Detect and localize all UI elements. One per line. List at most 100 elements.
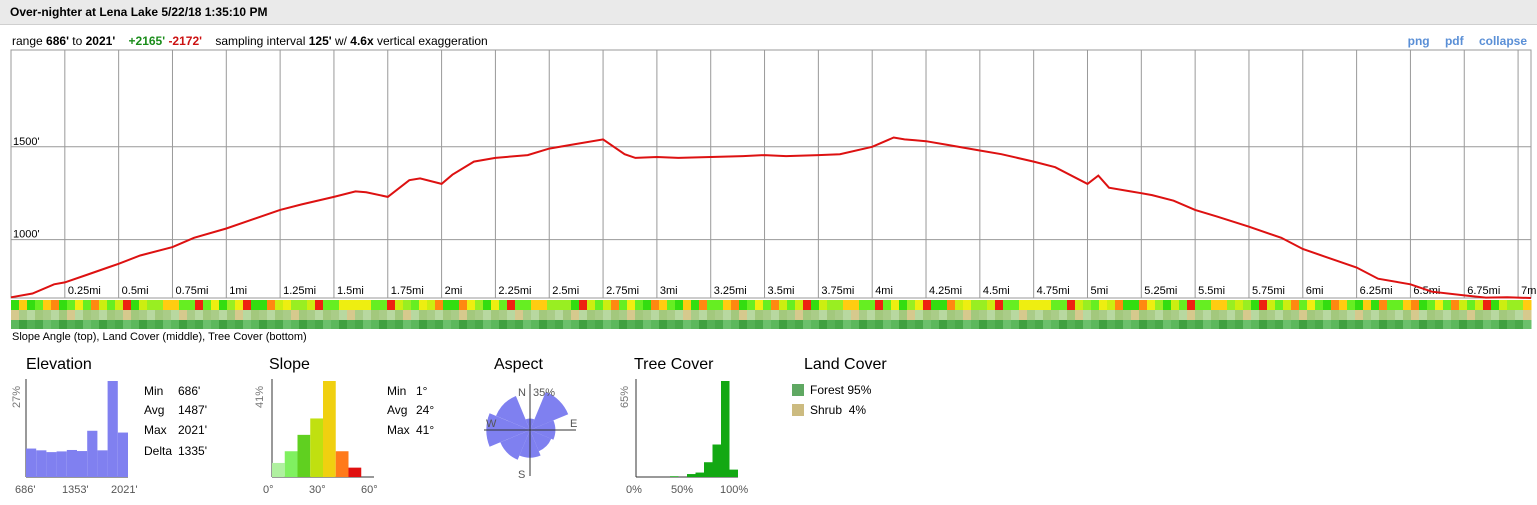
tree-cover-strip-cell bbox=[571, 320, 580, 329]
slope-strip-cell bbox=[595, 300, 604, 310]
x-tick-label: 1.75mi bbox=[391, 285, 424, 297]
land-cover-strip-cell bbox=[267, 310, 276, 320]
land-cover-strip-cell bbox=[931, 310, 940, 320]
land-cover-strip-cell bbox=[923, 310, 932, 320]
slope-strip-cell bbox=[723, 300, 732, 310]
x-tick-label: 0.5mi bbox=[122, 285, 149, 297]
land-cover-strip-cell bbox=[1451, 310, 1460, 320]
slope-strip-cell bbox=[347, 300, 356, 310]
land-cover-strip-cell bbox=[515, 310, 524, 320]
slope-strip-cell bbox=[179, 300, 188, 310]
tree-cover-strip-cell bbox=[243, 320, 252, 329]
land-cover-strip-cell bbox=[403, 310, 412, 320]
aspect-rose-chart: N E S W 35% bbox=[484, 384, 577, 481]
land-cover-strip-cell bbox=[507, 310, 516, 320]
slope-strip-cell bbox=[147, 300, 156, 310]
land-cover-strip-cell bbox=[1347, 310, 1356, 320]
slope-strip-cell bbox=[99, 300, 108, 310]
land-cover-strip-cell bbox=[883, 310, 892, 320]
land-cover-strip-cell bbox=[331, 310, 340, 320]
tree-cover-strip-cell bbox=[43, 320, 52, 329]
tree-cover-strip-cell bbox=[435, 320, 444, 329]
slope-strip-cell bbox=[1507, 300, 1516, 310]
slope-strip-cell bbox=[1107, 300, 1116, 310]
tree-cover-strip-cell bbox=[1259, 320, 1268, 329]
slope-strip-cell bbox=[603, 300, 612, 310]
land-cover-strip-cell bbox=[523, 310, 532, 320]
histogram-bar bbox=[26, 448, 37, 477]
to-label: to bbox=[72, 34, 83, 48]
slope-strip-cell bbox=[475, 300, 484, 310]
tree-cover-strip-cell bbox=[1211, 320, 1220, 329]
x-tick-label: 4mi bbox=[875, 285, 893, 297]
tree-cover-strip-cell bbox=[379, 320, 388, 329]
slope-strip-cell bbox=[907, 300, 916, 310]
tree-cover-strip-cell bbox=[1411, 320, 1420, 329]
land-cover-strip-cell bbox=[1435, 310, 1444, 320]
tree-cover-strip-cell bbox=[171, 320, 180, 329]
slope-strip-cell bbox=[1219, 300, 1228, 310]
slope-strip-cell bbox=[435, 300, 444, 310]
x-tick-label: 1mi bbox=[229, 285, 247, 297]
slope-strip-cell bbox=[291, 300, 300, 310]
tree-cover-strip-cell bbox=[1331, 320, 1340, 329]
tree-cover-strip-cell bbox=[1339, 320, 1348, 329]
histogram-bar bbox=[284, 451, 298, 477]
tree-axis-max: 100% bbox=[720, 484, 749, 496]
x-tick-label: 4.75mi bbox=[1037, 285, 1070, 297]
slope-strip-cell bbox=[1475, 300, 1484, 310]
land-cover-strip-cell bbox=[1307, 310, 1316, 320]
pdf-link[interactable]: pdf bbox=[1444, 34, 1464, 48]
tree-axis-mid: 50% bbox=[671, 484, 694, 496]
slope-strip-cell bbox=[739, 300, 748, 310]
collapse-link[interactable]: collapse bbox=[1478, 34, 1527, 48]
tree-cover-strip-cell bbox=[851, 320, 860, 329]
elevation-profile-chart: 0.25mi 0.5mi 0.75mi 1mi 1.25mi 1.5mi 1.75mi 2mi… bbox=[10, 49, 1537, 329]
tree-cover-strip-cell bbox=[611, 320, 620, 329]
slope-strip-cell bbox=[579, 300, 588, 310]
png-link[interactable]: png bbox=[1407, 34, 1430, 48]
histogram-bar bbox=[721, 381, 730, 477]
tree-cover-strip-cell bbox=[1251, 320, 1260, 329]
tree-cover-strip-cell bbox=[523, 320, 532, 329]
tree-cover-strip-cell bbox=[1035, 320, 1044, 329]
tree-cover-strip-cell bbox=[755, 320, 764, 329]
tree-cover-strip-cell bbox=[355, 320, 364, 329]
land-cover-panel: Land Cover Forest 95% Shrub 4% bbox=[790, 350, 990, 505]
slope-strip-cell bbox=[1339, 300, 1348, 310]
land-cover-strip-cell bbox=[275, 310, 284, 320]
land-cover-strip-cell bbox=[1147, 310, 1156, 320]
slope-strip-cell bbox=[267, 300, 276, 310]
tree-cover-strip-cell bbox=[1203, 320, 1212, 329]
tree-cover-strip-cell bbox=[1347, 320, 1356, 329]
land-cover-strip-cell bbox=[611, 310, 620, 320]
slope-strip-cell bbox=[379, 300, 388, 310]
land-cover-strip-cell bbox=[1203, 310, 1212, 320]
tree-cover-strip-cell bbox=[411, 320, 420, 329]
land-cover-strip-cell bbox=[563, 310, 572, 320]
tree-cover-strip-cell bbox=[1475, 320, 1484, 329]
slope-strip-cell bbox=[1299, 300, 1308, 310]
tree-cover-strip-cell bbox=[1115, 320, 1124, 329]
slope-strip-cell bbox=[1227, 300, 1236, 310]
land-cover-strip-cell bbox=[1003, 310, 1012, 320]
land-cover-strip-cell bbox=[683, 310, 692, 320]
land-cover-strip-cell bbox=[1523, 310, 1532, 320]
tree-cover-strip-cell bbox=[1219, 320, 1228, 329]
tree-cover-strip-cell bbox=[779, 320, 788, 329]
land-cover-strip-cell bbox=[1515, 310, 1524, 320]
tree-cover-strip-cell bbox=[515, 320, 524, 329]
land-cover-strip-cell bbox=[1179, 310, 1188, 320]
slope-strip-cell bbox=[275, 300, 284, 310]
tree-cover-strip-cell bbox=[987, 320, 996, 329]
land-cover-strip-cell bbox=[419, 310, 428, 320]
slope-strip-cell bbox=[1387, 300, 1396, 310]
land-cover-strip-cell bbox=[227, 310, 236, 320]
slope-strip-cell bbox=[139, 300, 148, 310]
exaggeration-label: vertical exaggeration bbox=[376, 34, 488, 48]
land-cover-strip-cell bbox=[1411, 310, 1420, 320]
land-cover-strip-cell bbox=[483, 310, 492, 320]
slope-strip-cell bbox=[531, 300, 540, 310]
slope-strip-cell bbox=[1291, 300, 1300, 310]
land-cover-strip-cell bbox=[595, 310, 604, 320]
